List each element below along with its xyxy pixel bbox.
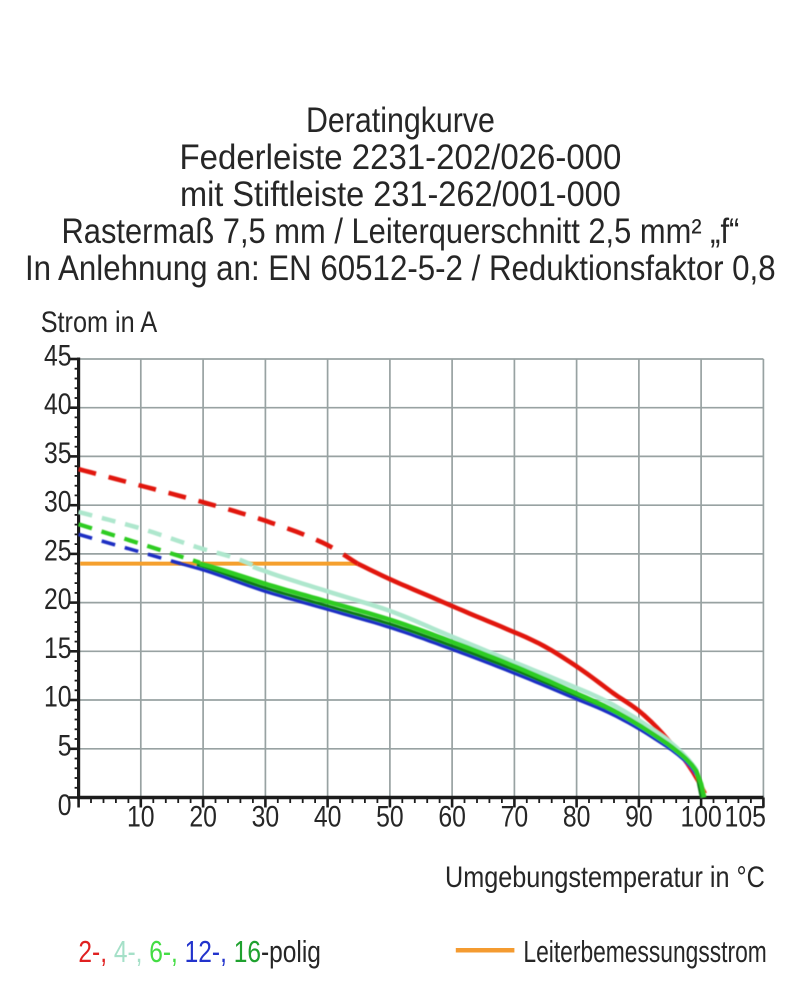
- svg-text:10: 10: [44, 679, 72, 713]
- svg-text:0: 0: [58, 788, 72, 822]
- svg-text:Federleiste 2231-202/026-000: Federleiste 2231-202/026-000: [180, 138, 622, 177]
- svg-text:10: 10: [127, 799, 155, 833]
- svg-text:40: 40: [44, 387, 72, 421]
- svg-text:Umgebungstemperatur in °C: Umgebungstemperatur in °C: [445, 860, 765, 894]
- svg-text:30: 30: [44, 484, 72, 518]
- svg-text:60: 60: [438, 799, 466, 833]
- svg-text:100: 100: [680, 799, 721, 833]
- svg-text:80: 80: [563, 799, 591, 833]
- svg-text:Rastermaß 7,5 mm / Leiterquers: Rastermaß 7,5 mm / Leiterquerschnitt 2,5…: [62, 211, 740, 250]
- svg-text:50: 50: [376, 799, 404, 833]
- svg-text:Deratingkurve: Deratingkurve: [306, 100, 495, 140]
- svg-text:20: 20: [189, 799, 217, 833]
- svg-text:15: 15: [44, 631, 72, 665]
- svg-text:35: 35: [44, 436, 72, 470]
- svg-text:30: 30: [252, 799, 280, 833]
- svg-text:Leiterbemessungsstrom: Leiterbemessungsstrom: [523, 934, 766, 969]
- svg-text:40: 40: [314, 799, 342, 833]
- svg-text:25: 25: [44, 533, 72, 567]
- svg-text:5: 5: [58, 728, 72, 762]
- svg-text:Strom in A: Strom in A: [41, 305, 158, 339]
- svg-text:90: 90: [625, 799, 653, 833]
- svg-text:2-, 4-, 6-, 12-, 16-polig: 2-, 4-, 6-, 12-, 16-polig: [78, 934, 321, 968]
- svg-text:70: 70: [501, 799, 529, 833]
- svg-text:20: 20: [44, 582, 72, 616]
- svg-text:45: 45: [44, 338, 72, 372]
- svg-text:105: 105: [725, 799, 766, 833]
- svg-text:In Anlehnung an: EN 60512-5-2: In Anlehnung an: EN 60512-5-2 / Reduktio…: [25, 249, 776, 288]
- svg-text:mit Stiftleiste 231-262/001-00: mit Stiftleiste 231-262/001-000: [180, 175, 621, 214]
